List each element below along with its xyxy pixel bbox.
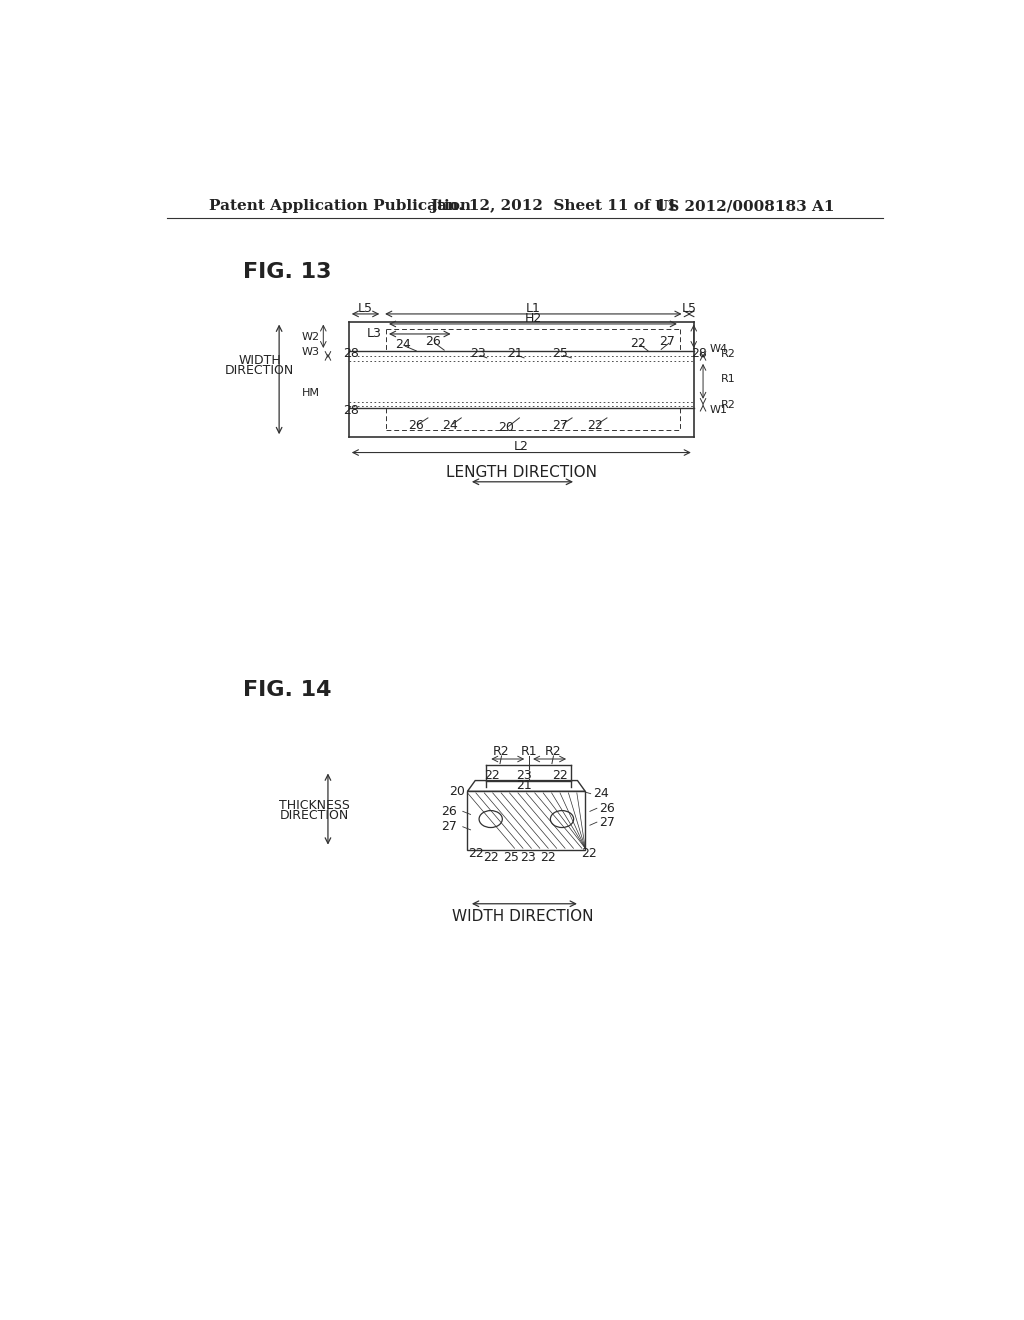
Text: R2: R2 [721,400,736,409]
Text: 28: 28 [690,347,707,360]
Text: 21: 21 [516,779,531,792]
Text: H2: H2 [524,312,542,325]
Text: WIDTH DIRECTION: WIDTH DIRECTION [453,909,594,924]
Text: L2: L2 [514,440,528,453]
Text: 26: 26 [409,418,424,432]
Text: 22: 22 [484,768,500,781]
Text: HM: HM [301,388,319,399]
Text: THICKNESS: THICKNESS [279,799,349,812]
Text: Patent Application Publication: Patent Application Publication [209,199,471,213]
Text: DIRECTION: DIRECTION [280,809,348,822]
Text: 22: 22 [541,851,556,865]
Text: L1: L1 [526,302,541,315]
Text: 25: 25 [553,347,568,360]
Text: W4: W4 [710,345,727,354]
Text: 22: 22 [553,768,568,781]
Text: Jan. 12, 2012  Sheet 11 of 11: Jan. 12, 2012 Sheet 11 of 11 [430,199,677,213]
Text: R1: R1 [520,744,537,758]
Text: 27: 27 [658,335,675,348]
Text: 25: 25 [503,851,519,865]
Text: 23: 23 [520,851,536,865]
Text: R1: R1 [721,375,735,384]
Ellipse shape [550,810,573,828]
Text: W2: W2 [301,333,319,342]
Text: 22: 22 [468,847,484,861]
Text: 23: 23 [470,347,486,360]
Text: DIRECTION: DIRECTION [225,363,294,376]
Text: 24: 24 [593,787,608,800]
Text: FIG. 13: FIG. 13 [243,263,331,282]
Text: 20: 20 [450,785,465,797]
Text: 23: 23 [516,768,531,781]
Text: L3: L3 [367,327,381,341]
Text: L5: L5 [358,302,373,315]
Bar [467,792,586,850]
Text: FIG. 14: FIG. 14 [243,680,331,700]
Text: 22: 22 [582,847,597,861]
Text: W3: W3 [301,347,319,358]
Text: 20: 20 [499,421,514,434]
Text: 27: 27 [553,418,568,432]
Text: L5: L5 [682,302,696,315]
Text: 24: 24 [395,338,411,351]
Text: 24: 24 [442,418,459,432]
Text: 22: 22 [588,418,603,432]
Text: 21: 21 [508,347,523,360]
Text: 28: 28 [343,404,359,417]
Text: 26: 26 [441,805,458,818]
Text: 27: 27 [441,820,458,833]
Text: 22: 22 [630,337,646,350]
Text: 22: 22 [483,851,499,865]
Text: R2: R2 [494,744,510,758]
Text: 27: 27 [599,816,615,829]
Text: US 2012/0008183 A1: US 2012/0008183 A1 [655,199,835,213]
Text: WIDTH: WIDTH [239,354,282,367]
Text: 26: 26 [425,335,440,348]
Ellipse shape [479,810,503,828]
Text: R2: R2 [721,348,736,359]
Text: R2: R2 [545,744,562,758]
Text: W1: W1 [710,405,727,416]
Text: 28: 28 [343,347,359,360]
Text: LENGTH DIRECTION: LENGTH DIRECTION [446,465,597,480]
Text: 26: 26 [599,801,615,814]
